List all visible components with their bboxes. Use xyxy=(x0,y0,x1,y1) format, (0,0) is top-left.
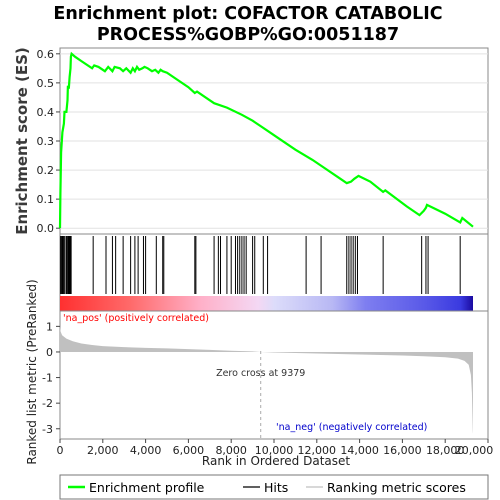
es-y-tick-label: 0.4 xyxy=(37,106,55,119)
metric-y-tick-label: -1 xyxy=(42,372,53,385)
x-axis: 0 2,000 4,000 6,000 8,000 10,000 12,000 14,000 1… xyxy=(57,439,494,457)
x-tick-label: 16,000 xyxy=(383,444,422,457)
metric-y-tick-label: 1 xyxy=(46,320,53,333)
x-tick-label: 0 xyxy=(57,444,64,457)
metric-y-tick-label: -3 xyxy=(42,423,53,436)
metric-y-tick-label: -2 xyxy=(42,397,53,410)
chart-title-line2: PROCESS%GOBP%GO:0051187 xyxy=(97,25,399,45)
metric-panel-frame xyxy=(59,310,489,440)
chart-title-line1: Enrichment plot: COFACTOR CATABOLIC xyxy=(53,4,442,24)
x-tick-label: 14,000 xyxy=(340,444,379,457)
es-y-tick-label: 0.1 xyxy=(37,193,55,206)
x-tick-label: 6,000 xyxy=(173,444,205,457)
es-grid xyxy=(60,53,488,229)
x-tick-label: 12,000 xyxy=(298,444,337,457)
legend-metric-label: Ranking metric scores xyxy=(327,480,466,495)
es-y-tick-label: 0.2 xyxy=(37,164,55,177)
negative-correlation-label: 'na_neg' (negatively correlated) xyxy=(276,422,427,433)
legend-enrichment-label: Enrichment profile xyxy=(89,480,205,495)
hit-rug xyxy=(60,236,461,294)
es-y-tick-label: 0.5 xyxy=(37,77,55,90)
metric-y-axis-label: Ranked list metric (PreRanked) xyxy=(25,279,39,464)
es-y-axis: 0.0 0.1 0.2 0.3 0.4 0.5 0.6 xyxy=(37,48,60,235)
es-y-axis-label: Enrichment score (ES) xyxy=(13,47,31,235)
x-axis-label: Rank in Ordered Dataset xyxy=(202,454,350,468)
metric-y-axis: 1 0 -1 -2 -3 xyxy=(42,320,60,436)
legend xyxy=(59,474,489,500)
es-y-tick-label: 0.6 xyxy=(37,48,55,61)
ranking-metric-area xyxy=(60,326,473,434)
es-y-tick-label: 0.3 xyxy=(37,135,55,148)
x-tick-label: 2,000 xyxy=(87,444,119,457)
positive-correlation-label: 'na_pos' (positively correlated) xyxy=(63,313,209,324)
es-y-tick-label: 0.0 xyxy=(37,222,55,235)
x-tick-label: 18,000 xyxy=(426,444,465,457)
x-tick-label: 4,000 xyxy=(130,444,162,457)
enrichment-profile-line xyxy=(58,51,474,229)
x-tick-label: 10,000 xyxy=(255,444,294,457)
legend-hits-label: Hits xyxy=(264,480,288,495)
zero-cross-label: Zero cross at 9379 xyxy=(216,368,305,379)
x-tick-label: 8,000 xyxy=(215,444,247,457)
metric-y-tick-label: 0 xyxy=(46,346,53,359)
ranked-list-color-bar xyxy=(60,296,473,311)
x-tick-label: 20,000 xyxy=(455,444,494,457)
